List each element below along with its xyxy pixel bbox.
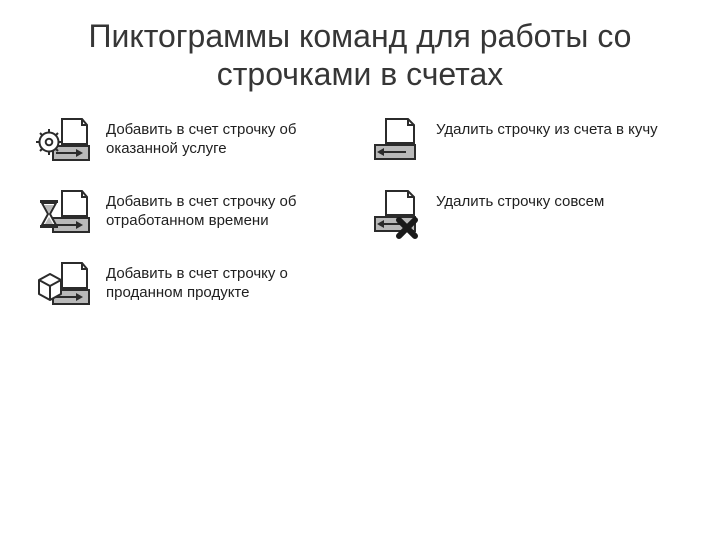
slide: Пиктограммы команд для работы со строчка… bbox=[0, 0, 720, 540]
item-label: Добавить в счет строчку о проданном прод… bbox=[106, 260, 354, 302]
icon-grid: Добавить в счет строчку об оказанной усл… bbox=[36, 116, 684, 312]
item-label: Добавить в счет строчку об отработанном … bbox=[106, 188, 354, 230]
item-label: Добавить в счет строчку об оказанной усл… bbox=[106, 116, 354, 158]
item-remove-to-heap: Удалить строчку из счета в кучу bbox=[366, 116, 684, 168]
item-add-service: Добавить в счет строчку об оказанной усл… bbox=[36, 116, 354, 168]
remove-delete-icon bbox=[366, 188, 424, 240]
add-service-icon bbox=[36, 116, 94, 168]
item-remove-delete: Удалить строчку совсем bbox=[366, 188, 684, 240]
add-time-icon bbox=[36, 188, 94, 240]
item-label: Удалить строчку из счета в кучу bbox=[436, 116, 658, 139]
remove-to-heap-icon bbox=[366, 116, 424, 168]
item-label: Удалить строчку совсем bbox=[436, 188, 604, 211]
page-title: Пиктограммы команд для работы со строчка… bbox=[36, 18, 684, 94]
add-product-icon bbox=[36, 260, 94, 312]
item-add-time: Добавить в счет строчку об отработанном … bbox=[36, 188, 354, 240]
item-add-product: Добавить в счет строчку о проданном прод… bbox=[36, 260, 354, 312]
